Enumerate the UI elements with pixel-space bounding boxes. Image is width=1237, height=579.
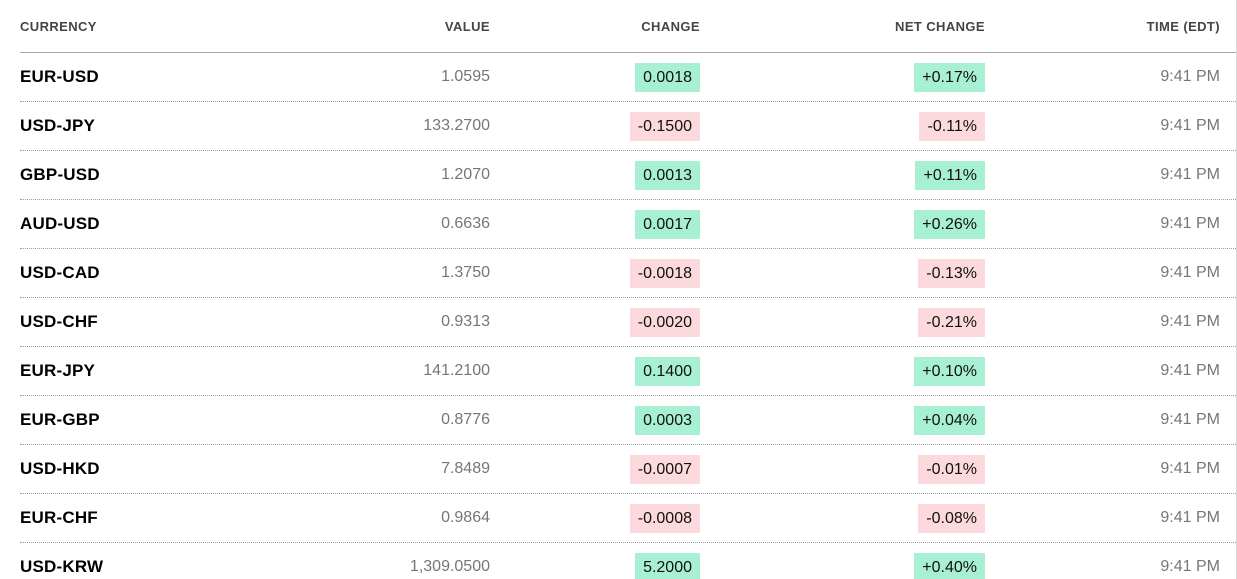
time-cell: 9:41 PM — [1160, 460, 1220, 477]
time-cell: 9:41 PM — [1160, 117, 1220, 134]
value-cell: 1.3750 — [441, 264, 490, 281]
time-cell: 9:41 PM — [1160, 362, 1220, 379]
net-change-badge: +0.40% — [914, 552, 985, 579]
table-row[interactable]: EUR-JPY 141.2100 0.1400 +0.10% 9:41 PM — [20, 347, 1236, 396]
column-header-net-change: NET CHANGE — [895, 18, 985, 34]
value-cell: 0.9313 — [441, 313, 490, 330]
currency-pair-label: AUD-USD — [20, 214, 100, 233]
net-change-badge: +0.17% — [914, 62, 985, 92]
table-row[interactable]: USD-CHF 0.9313 -0.0020 -0.21% 9:41 PM — [20, 298, 1236, 347]
net-change-badge: -0.08% — [918, 503, 985, 533]
value-cell: 133.2700 — [423, 117, 490, 134]
net-change-badge: +0.04% — [914, 405, 985, 435]
table-row[interactable]: USD-JPY 133.2700 -0.1500 -0.11% 9:41 PM — [20, 102, 1236, 151]
currency-pair-label: EUR-GBP — [20, 410, 100, 429]
currency-pair-label: EUR-CHF — [20, 508, 98, 527]
currency-table: CURRENCY VALUE CHANGE NET CHANGE TIME (E… — [20, 0, 1237, 579]
time-cell: 9:41 PM — [1160, 411, 1220, 428]
table-body: EUR-USD 1.0595 0.0018 +0.17% 9:41 PM USD… — [20, 53, 1236, 579]
currency-pair-label: EUR-JPY — [20, 361, 96, 380]
currency-pair-label: USD-JPY — [20, 116, 96, 135]
currency-pair-label: USD-KRW — [20, 557, 104, 576]
currency-pair-label: USD-CAD — [20, 263, 100, 282]
change-badge: 0.0013 — [635, 160, 700, 190]
change-badge: 0.1400 — [635, 356, 700, 386]
change-badge: -0.0008 — [629, 503, 700, 533]
column-header-value: VALUE — [444, 18, 490, 34]
value-cell: 7.8489 — [441, 460, 490, 477]
change-badge: -0.1500 — [629, 111, 700, 141]
table-row[interactable]: GBP-USD 1.2070 0.0013 +0.11% 9:41 PM — [20, 151, 1236, 200]
value-cell: 1,309.0500 — [409, 558, 490, 575]
currency-pair-label: USD-CHF — [20, 312, 98, 331]
value-cell: 0.6636 — [441, 215, 490, 232]
table-row[interactable]: USD-HKD 7.8489 -0.0007 -0.01% 9:41 PM — [20, 445, 1236, 494]
table-row[interactable]: EUR-USD 1.0595 0.0018 +0.17% 9:41 PM — [20, 53, 1236, 102]
change-badge: 5.2000 — [635, 552, 700, 579]
currency-pair-label: USD-HKD — [20, 459, 100, 478]
currency-pair-label: GBP-USD — [20, 165, 100, 184]
change-badge: 0.0017 — [635, 209, 700, 239]
currency-pair-label: EUR-USD — [20, 67, 99, 86]
time-cell: 9:41 PM — [1160, 558, 1220, 575]
value-cell: 0.8776 — [441, 411, 490, 428]
value-cell: 141.2100 — [423, 362, 490, 379]
net-change-badge: +0.10% — [914, 356, 985, 386]
value-cell: 1.2070 — [441, 166, 490, 183]
time-cell: 9:41 PM — [1160, 509, 1220, 526]
change-badge: 0.0003 — [635, 405, 700, 435]
table-header-row: CURRENCY VALUE CHANGE NET CHANGE TIME (E… — [20, 0, 1236, 53]
value-cell: 0.9864 — [441, 509, 490, 526]
net-change-badge: -0.01% — [918, 454, 985, 484]
column-header-change: CHANGE — [641, 18, 700, 34]
time-cell: 9:41 PM — [1160, 68, 1220, 85]
change-badge: 0.0018 — [635, 62, 700, 92]
column-header-currency: CURRENCY — [20, 18, 97, 34]
column-header-time: TIME (EDT) — [1146, 18, 1220, 34]
net-change-badge: -0.21% — [918, 307, 985, 337]
net-change-badge: +0.26% — [914, 209, 985, 239]
change-badge: -0.0020 — [629, 307, 700, 337]
time-cell: 9:41 PM — [1160, 313, 1220, 330]
table-row[interactable]: EUR-CHF 0.9864 -0.0008 -0.08% 9:41 PM — [20, 494, 1236, 543]
table-row[interactable]: USD-CAD 1.3750 -0.0018 -0.13% 9:41 PM — [20, 249, 1236, 298]
table-row[interactable]: EUR-GBP 0.8776 0.0003 +0.04% 9:41 PM — [20, 396, 1236, 445]
table-row[interactable]: AUD-USD 0.6636 0.0017 +0.26% 9:41 PM — [20, 200, 1236, 249]
change-badge: -0.0018 — [629, 258, 700, 288]
time-cell: 9:41 PM — [1160, 166, 1220, 183]
table-row[interactable]: USD-KRW 1,309.0500 5.2000 +0.40% 9:41 PM — [20, 543, 1236, 579]
net-change-badge: +0.11% — [915, 160, 985, 190]
time-cell: 9:41 PM — [1160, 215, 1220, 232]
net-change-badge: -0.13% — [918, 258, 985, 288]
time-cell: 9:41 PM — [1160, 264, 1220, 281]
net-change-badge: -0.11% — [919, 111, 985, 141]
change-badge: -0.0007 — [629, 454, 700, 484]
value-cell: 1.0595 — [441, 68, 490, 85]
